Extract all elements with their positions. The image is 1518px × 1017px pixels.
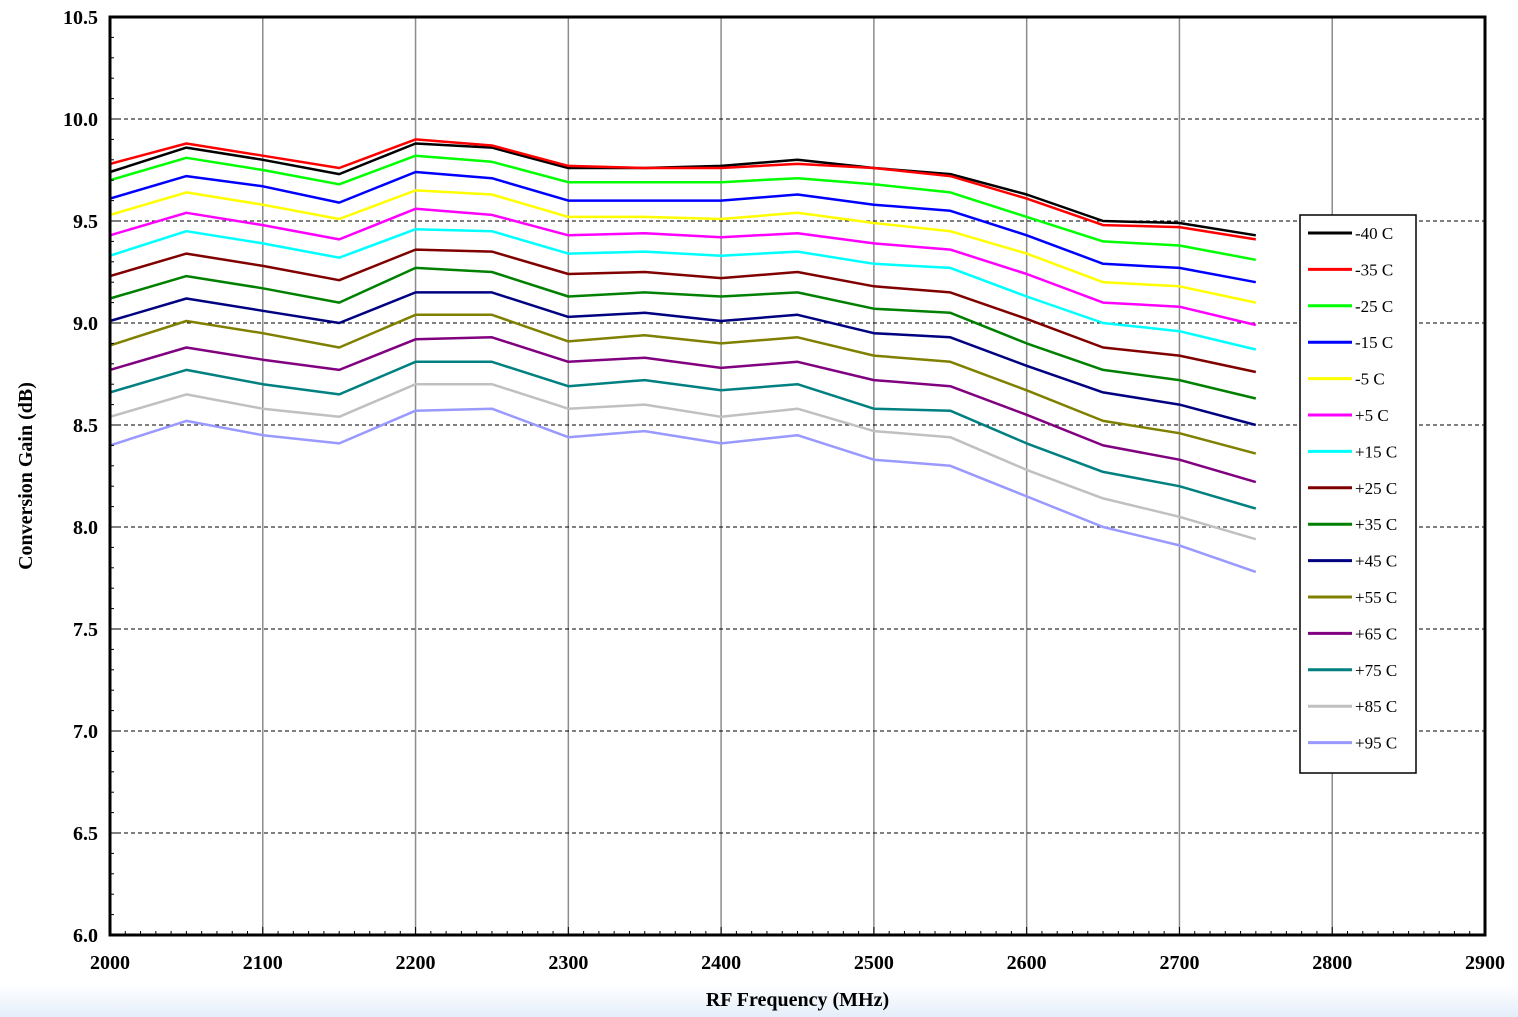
x-tick-label: 2200 <box>396 952 436 974</box>
series-line <box>109 138 1256 241</box>
y-tick-labels: 6.0 6.5 7.0 7.5 8.0 8.5 9.0 9.5 10.0 10.5 <box>63 7 98 947</box>
x-axis-title: RF Frequency (MHz) <box>706 989 889 1011</box>
legend-box <box>1299 214 1417 774</box>
series-line <box>109 170 1257 284</box>
x-tick-label: 2900 <box>1465 952 1505 974</box>
legend-label: +55 C <box>1355 588 1397 607</box>
bottom-strip <box>0 985 1518 1017</box>
legend-label: -35 C <box>1355 260 1393 279</box>
x-tick-labels: 2000 2100 2200 2300 2400 2500 2600 2700 2800 2900 <box>90 952 1505 974</box>
x-tick-label: 2600 <box>1007 952 1047 974</box>
legend-label: +25 C <box>1355 479 1397 498</box>
legend-label: -5 C <box>1355 370 1385 389</box>
x-tick-label: 2500 <box>854 952 894 974</box>
legend-label: -15 C <box>1355 333 1393 352</box>
series-line <box>109 360 1257 510</box>
series-line <box>109 207 1257 327</box>
x-tick-label: 2800 <box>1312 952 1352 974</box>
legend-label: +85 C <box>1355 697 1397 716</box>
series-line <box>109 189 1257 304</box>
y-tick-label: 8.0 <box>73 517 98 539</box>
x-tick-label: 2100 <box>243 952 283 974</box>
legend-label: +5 C <box>1355 406 1389 425</box>
legend-label: +45 C <box>1355 552 1397 571</box>
y-tick-label: 9.5 <box>73 211 98 233</box>
series-line <box>109 382 1257 541</box>
series-line <box>109 227 1257 351</box>
y-tick-label: 8.5 <box>73 415 98 437</box>
series-line <box>109 248 1257 374</box>
series-line <box>109 154 1257 262</box>
legend-label: +35 C <box>1355 515 1397 534</box>
y-tick-label: 9.0 <box>73 313 98 335</box>
series-line <box>109 291 1257 427</box>
x-tick-label: 2400 <box>701 952 741 974</box>
x-tick-label: 2700 <box>1159 952 1199 974</box>
legend-label: +95 C <box>1355 734 1397 753</box>
grid-layer <box>110 17 1485 935</box>
x-tick-label: 2000 <box>90 952 130 974</box>
series-line <box>109 336 1257 484</box>
legend-label: +75 C <box>1355 661 1397 680</box>
plot-frame <box>108 15 1487 937</box>
x-tick-label: 2300 <box>548 952 588 974</box>
y-tick-label: 10.5 <box>63 7 98 29</box>
legend-label: -40 C <box>1355 224 1393 243</box>
y-tick-label: 6.0 <box>73 925 98 947</box>
series-layer <box>109 138 1257 574</box>
y-tick-label: 7.0 <box>73 721 98 743</box>
legend: -40 C -35 C -25 C -15 C -5 C +5 C +15 C +25 C +3… <box>1299 214 1417 774</box>
legend-label: +15 C <box>1355 442 1397 461</box>
minor-ticks <box>109 16 1486 936</box>
legend-label: +65 C <box>1355 624 1397 643</box>
y-tick-label: 7.5 <box>73 619 98 641</box>
legend-label: -25 C <box>1355 297 1393 316</box>
y-tick-label: 6.5 <box>73 823 98 845</box>
series-line <box>109 266 1257 400</box>
y-tick-label: 10.0 <box>63 109 98 131</box>
series-line <box>109 407 1257 574</box>
series-line <box>109 313 1257 455</box>
y-axis-title: Conversion Gain (dB) <box>15 382 37 570</box>
